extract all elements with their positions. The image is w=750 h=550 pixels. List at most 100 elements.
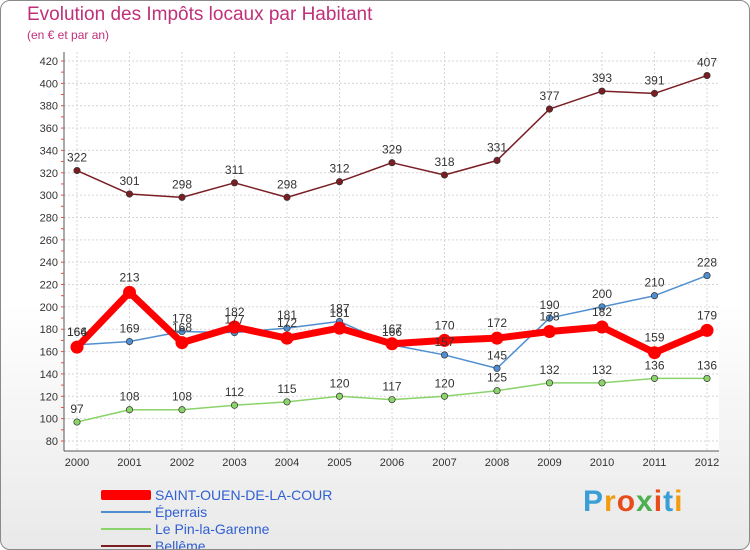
data-point-belleme-2010	[598, 87, 606, 95]
x-tick-label-2001: 2001	[117, 457, 141, 469]
data-point-saint-ouen-2012	[700, 323, 714, 337]
data-point-saint-ouen-2005	[333, 321, 346, 335]
data-label-belleme-2001: 301	[119, 174, 139, 188]
data-label-belleme-2007: 318	[434, 155, 454, 169]
legend-label-eperrais: Éperrais	[155, 503, 208, 520]
data-point-saint-ouen-2003	[228, 320, 241, 334]
data-point-saint-ouen-2007	[438, 333, 451, 347]
data-point-le-pin-2010	[598, 379, 606, 387]
y-tick-label-120: 120	[40, 391, 58, 403]
legend-swatch-belleme	[101, 544, 151, 547]
data-point-saint-ouen-2006	[385, 337, 399, 351]
data-label-saint-ouen-2007: 170	[434, 318, 454, 332]
data-label-eperrais-2001: 169	[119, 322, 139, 336]
data-label-le-pin-2001: 108	[119, 390, 139, 404]
data-point-eperrais-2001	[125, 337, 134, 346]
x-tick-label-2004: 2004	[275, 457, 299, 469]
data-label-saint-ouen-2010: 182	[592, 305, 612, 319]
y-tick-label-80: 80	[46, 436, 58, 448]
data-point-eperrais-2002	[178, 327, 186, 336]
data-label-le-pin-2000: 97	[70, 402, 84, 416]
data-point-eperrais-2011	[650, 292, 659, 300]
legend-item-belleme: Bellême	[101, 537, 332, 550]
data-label-eperrais-2012: 228	[697, 256, 717, 270]
y-tick-label-380: 380	[40, 101, 58, 113]
data-point-eperrais-2004	[283, 324, 291, 332]
legend-swatch-saint-ouen	[101, 489, 151, 500]
data-point-le-pin-2007	[440, 392, 449, 400]
data-label-saint-ouen-2006: 167	[382, 322, 402, 336]
data-point-le-pin-2006	[388, 396, 396, 404]
y-tick-label-180: 180	[40, 324, 58, 336]
legend-label-saint-ouen: SAINT-OUEN-DE-LA-COUR	[155, 486, 333, 503]
data-label-saint-ouen-2005: 181	[329, 306, 349, 320]
data-label-belleme-2011: 391	[644, 73, 664, 87]
legend-label-le-pin: Le Pin-la-Garenne	[155, 520, 270, 537]
y-tick-label-280: 280	[40, 212, 58, 224]
data-label-eperrais-2005: 187	[329, 301, 349, 315]
data-point-eperrais-2009	[545, 314, 554, 322]
data-label-le-pin-2010: 132	[592, 363, 612, 377]
data-point-belleme-2007	[440, 171, 449, 179]
data-point-belleme-2003	[230, 179, 239, 187]
legend-item-eperrais: Éperrais	[101, 503, 332, 520]
data-label-saint-ouen-2009: 178	[539, 309, 559, 323]
data-label-belleme-2004: 298	[277, 177, 297, 191]
x-tick-label-2000: 2000	[65, 457, 89, 469]
legend-item-le-pin: Le Pin-la-Garenne	[101, 520, 332, 537]
data-point-belleme-2001	[125, 190, 134, 198]
data-label-le-pin-2012: 136	[697, 358, 717, 372]
y-tick-label-420: 420	[40, 56, 58, 68]
data-point-saint-ouen-2000	[70, 340, 84, 354]
legend-swatch-eperrais	[101, 510, 151, 513]
data-point-eperrais-2008	[493, 364, 501, 372]
y-tick-label-400: 400	[40, 78, 58, 90]
chart-subtitle: (en € et par an)	[27, 28, 110, 42]
data-point-saint-ouen-2002	[175, 336, 189, 350]
y-tick-label-340: 340	[40, 145, 58, 157]
data-point-le-pin-2008	[493, 387, 501, 395]
data-label-belleme-2009: 377	[539, 89, 559, 103]
data-label-eperrais-2010: 200	[592, 287, 612, 301]
x-tick-label-2011: 2011	[643, 457, 667, 469]
x-tick-label-2003: 2003	[222, 457, 246, 469]
data-label-eperrais-2003: 177	[224, 313, 244, 327]
proxiti-logo: Proxiti	[583, 485, 684, 518]
data-point-belleme-2004	[283, 193, 291, 201]
data-label-eperrais-2011: 210	[644, 276, 664, 290]
x-tick-label-2006: 2006	[380, 457, 404, 469]
x-tick-label-2008: 2008	[485, 457, 509, 469]
data-label-belleme-2003: 311	[225, 163, 244, 177]
data-point-le-pin-2009	[545, 379, 554, 387]
data-label-le-pin-2009: 132	[539, 363, 559, 377]
data-point-saint-ouen-2001	[123, 285, 136, 299]
y-tick-label-160: 160	[40, 347, 58, 359]
data-point-eperrais-2010	[598, 303, 606, 311]
data-label-belleme-2012: 407	[697, 56, 717, 70]
data-label-saint-ouen-2000: 164	[67, 325, 87, 339]
legend-item-saint-ouen: SAINT-OUEN-DE-LA-COUR	[101, 486, 332, 503]
data-point-saint-ouen-2008	[490, 331, 504, 345]
y-tick-label-100: 100	[40, 414, 58, 426]
data-label-le-pin-2008: 125	[487, 371, 507, 385]
data-point-saint-ouen-2009	[543, 324, 556, 338]
x-tick-label-2005: 2005	[327, 457, 351, 469]
x-tick-label-2010: 2010	[590, 457, 614, 469]
data-label-belleme-2006: 329	[382, 143, 402, 157]
data-label-eperrais-2006: 166	[382, 325, 402, 339]
data-point-le-pin-2011	[650, 374, 659, 382]
data-label-saint-ouen-2011: 159	[644, 331, 664, 345]
data-point-le-pin-2012	[703, 374, 711, 382]
data-label-saint-ouen-2008: 172	[487, 316, 507, 330]
data-label-belleme-2002: 298	[172, 177, 192, 191]
data-label-belleme-2005: 312	[329, 162, 349, 176]
legend-swatch-le-pin	[101, 527, 151, 530]
data-label-eperrais-2008: 145	[487, 348, 507, 362]
data-point-le-pin-2001	[125, 406, 134, 414]
data-point-belleme-2000	[73, 166, 81, 175]
data-label-saint-ouen-2003: 182	[224, 305, 244, 319]
y-tick-label-360: 360	[40, 123, 58, 135]
legend-label-belleme: Bellême	[155, 537, 206, 550]
